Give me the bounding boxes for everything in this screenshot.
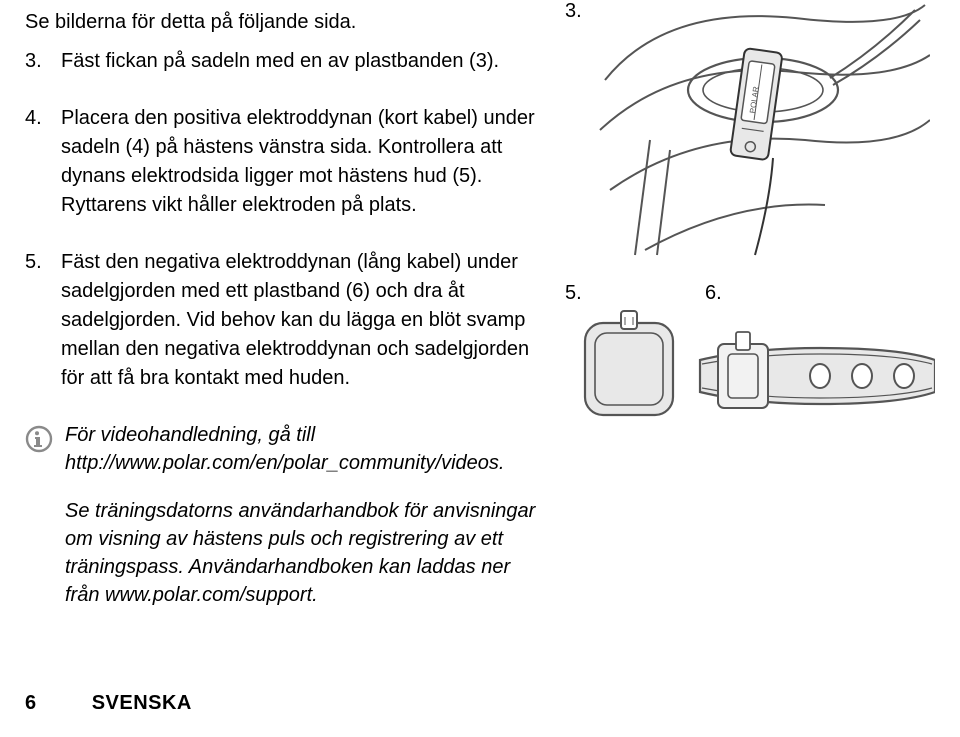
illustration-3: POLAR: [595, 0, 930, 260]
item-number: 5.: [25, 248, 61, 393]
list-item: 4. Placera den positiva elektroddynan (k…: [25, 104, 545, 220]
list-item: 5. Fäst den negativa elektroddynan (lång…: [25, 248, 545, 393]
figure-label-5: 5.: [565, 282, 582, 305]
item-number: 3.: [25, 47, 61, 76]
info-para-2: Se träningsdatorns användarhandbok för a…: [65, 497, 545, 609]
item-text: Fäst den negativa elektroddynan (lång ka…: [61, 248, 545, 393]
page-container: Se bilderna för detta på följande sida. …: [0, 0, 960, 737]
illustration-column: 3. POLAR: [565, 0, 935, 737]
info-para-1: För videohandledning, gå till http://www…: [65, 421, 545, 477]
intro-text: Se bilderna för detta på följande sida.: [25, 8, 545, 37]
page-number: 6: [25, 692, 36, 714]
item-number: 4.: [25, 104, 61, 220]
text-column: Se bilderna för detta på följande sida. …: [25, 0, 565, 737]
item-text: Fäst fickan på sadeln med en av plastban…: [61, 47, 545, 76]
list-item: 3. Fäst fickan på sadeln med en av plast…: [25, 47, 545, 76]
info-block: För videohandledning, gå till http://www…: [25, 421, 545, 609]
page-footer: 6 SVENSKA: [25, 692, 192, 715]
figure-label-3: 3.: [565, 0, 582, 23]
instruction-list: 3. Fäst fickan på sadeln med en av plast…: [25, 47, 545, 393]
figure-label-6: 6.: [705, 282, 722, 305]
illustration-5-6: [565, 305, 935, 435]
item-text: Placera den positiva elektroddynan (kort…: [61, 104, 545, 220]
info-text: För videohandledning, gå till http://www…: [65, 421, 545, 609]
info-icon: [25, 425, 53, 453]
footer-language: SVENSKA: [92, 692, 192, 714]
